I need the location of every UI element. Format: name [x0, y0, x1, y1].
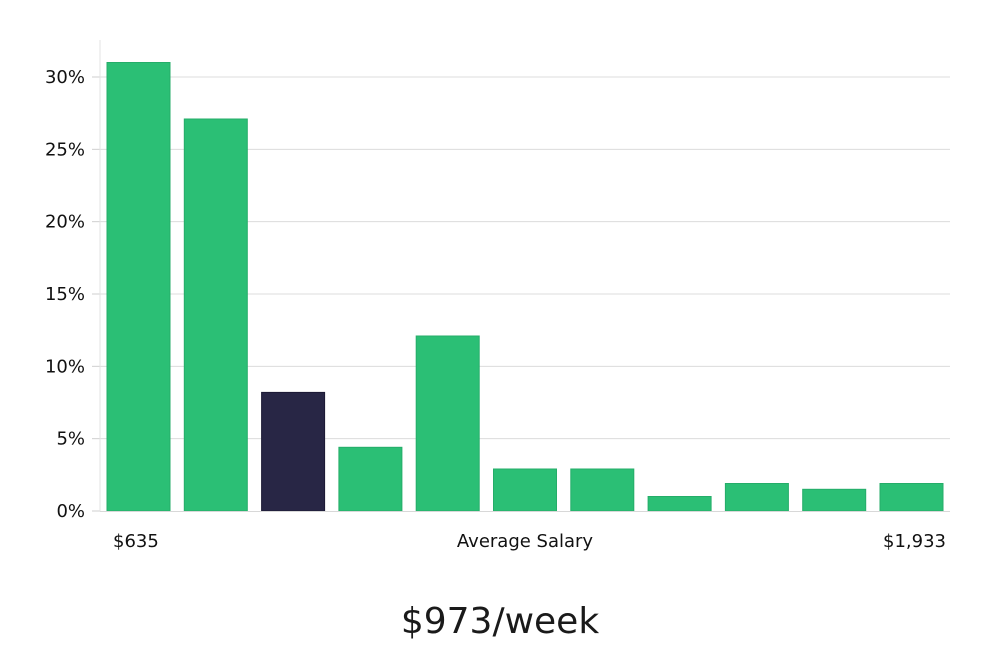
y-axis-tick-labels: 0% 5% 10% 15% 20% 25% 30%: [45, 67, 100, 522]
bar: [724, 483, 789, 512]
bar: [802, 488, 867, 512]
y-tick-label: 0%: [56, 501, 85, 522]
average-weekly-salary: $973/week: [400, 601, 600, 642]
y-tick-label: 20%: [45, 212, 85, 233]
y-tick-label: 10%: [45, 356, 85, 377]
bar: [415, 335, 480, 512]
bars: [106, 62, 944, 512]
bar-highlighted: [261, 391, 326, 512]
bar: [570, 468, 635, 512]
bar: [183, 118, 248, 512]
x-max-label: $1,933: [883, 531, 946, 552]
bar: [647, 496, 712, 512]
salary-histogram: 0%5%10%15%20%25%30% $635 Average Salary …: [45, 40, 950, 552]
bar: [338, 446, 403, 512]
y-tick-label: 30%: [45, 67, 85, 88]
y-tick-label: 25%: [45, 139, 85, 160]
y-tick-label: 15%: [45, 284, 85, 305]
bar: [106, 62, 171, 512]
x-min-label: $635: [113, 531, 159, 552]
x-center-label: Average Salary: [457, 531, 594, 552]
bar: [879, 483, 944, 512]
y-tick-label: 5%: [56, 429, 85, 450]
bar: [493, 468, 557, 512]
